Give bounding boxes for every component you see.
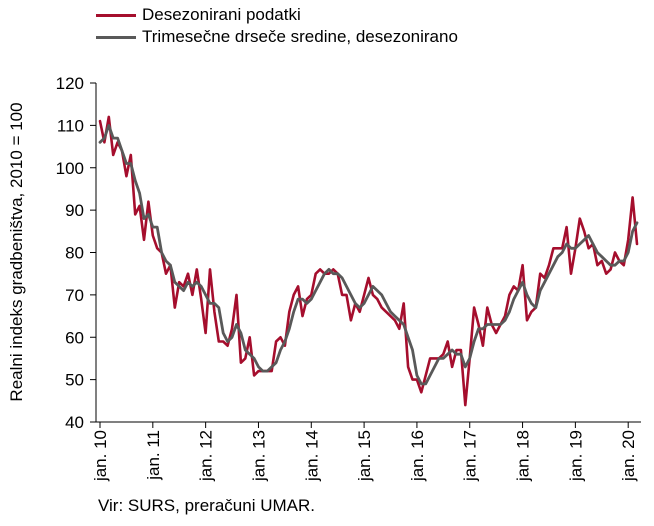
x-tick-label: jan. 10 — [91, 430, 110, 482]
y-tick-label: 80 — [65, 244, 84, 263]
y-tick-label: 110 — [57, 116, 84, 135]
x-tick-label: jan. 17 — [461, 430, 480, 482]
y-tick-label: 120 — [56, 74, 84, 93]
x-tick-label: jan. 16 — [408, 430, 427, 482]
x-tick-label: jan. 12 — [197, 430, 216, 482]
plot-area — [98, 115, 639, 407]
x-axis: jan. 10 jan. 11 jan. 12 jan. 13 jan. 14 jan. … — [91, 421, 641, 482]
y-tick-label: 40 — [65, 413, 84, 432]
legend-swatch — [96, 13, 136, 17]
legend-item: Desezonirani podatki — [96, 4, 458, 26]
legend-swatch — [96, 35, 136, 39]
y-tick-label: 100 — [56, 159, 84, 178]
x-tick-label: jan. 19 — [566, 430, 585, 482]
x-tick-label: jan. 18 — [514, 430, 533, 482]
legend-label: Desezonirani podatki — [142, 5, 301, 24]
y-tick-label: 70 — [65, 286, 84, 305]
y-tick-label: 60 — [65, 328, 84, 347]
x-tick-label: jan. 11 — [144, 430, 163, 481]
legend: Desezonirani podatki Trimesečne drseče s… — [96, 4, 458, 48]
x-tick-label: jan. 13 — [249, 430, 268, 482]
y-tick-label: 50 — [65, 371, 84, 390]
source-note: Vir: SURS, preračuni UMAR. — [98, 496, 315, 515]
legend-item: Trimesečne drseče sredine, desezonirano — [96, 26, 458, 48]
series-line-drsece-sredine — [98, 124, 639, 386]
legend-label: Trimesečne drseče sredine, desezonirano — [142, 27, 458, 46]
series-line-desezonirani — [98, 115, 639, 407]
x-tick-label: jan. 20 — [619, 430, 638, 482]
y-axis-label: Realni indeks gradbeništva, 2010 = 100 — [7, 102, 26, 401]
x-tick-label: jan. 15 — [355, 430, 374, 482]
y-tick-label: 90 — [65, 201, 84, 220]
y-axis: 40 50 60 70 80 90 100 110 120 — [56, 74, 97, 432]
x-tick-label: jan. 14 — [302, 430, 321, 482]
